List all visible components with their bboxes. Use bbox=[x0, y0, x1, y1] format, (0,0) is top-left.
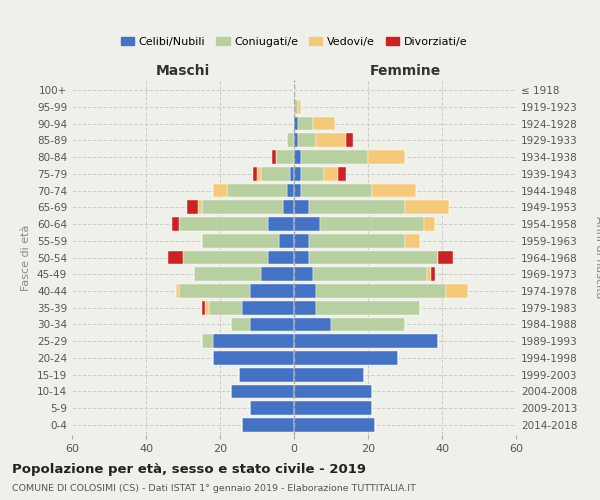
Bar bbox=[279, 234, 294, 247]
Bar bbox=[427, 268, 431, 281]
Bar bbox=[368, 150, 405, 164]
Bar bbox=[316, 134, 346, 147]
Bar bbox=[405, 200, 449, 214]
Bar bbox=[239, 368, 294, 382]
Bar bbox=[212, 351, 294, 365]
Bar bbox=[209, 301, 242, 314]
Bar bbox=[283, 200, 294, 214]
Bar bbox=[294, 234, 309, 247]
Bar bbox=[290, 167, 294, 180]
Bar bbox=[227, 184, 287, 198]
Bar bbox=[331, 318, 405, 332]
Bar bbox=[187, 200, 198, 214]
Bar bbox=[231, 384, 294, 398]
Bar bbox=[242, 301, 294, 314]
Bar bbox=[294, 334, 438, 348]
Bar bbox=[294, 184, 301, 198]
Bar bbox=[309, 234, 405, 247]
Bar bbox=[168, 250, 183, 264]
Bar bbox=[438, 250, 453, 264]
Bar bbox=[205, 301, 209, 314]
Bar bbox=[294, 418, 376, 432]
Bar bbox=[298, 116, 313, 130]
Bar bbox=[294, 318, 331, 332]
Bar bbox=[231, 318, 250, 332]
Bar bbox=[268, 217, 294, 231]
Bar bbox=[294, 384, 372, 398]
Text: Maschi: Maschi bbox=[156, 64, 210, 78]
Bar bbox=[287, 134, 294, 147]
Bar bbox=[242, 418, 294, 432]
Bar bbox=[316, 284, 446, 298]
Bar bbox=[257, 167, 260, 180]
Bar bbox=[309, 200, 405, 214]
Bar bbox=[202, 234, 279, 247]
Bar bbox=[294, 134, 298, 147]
Bar bbox=[313, 116, 335, 130]
Bar bbox=[309, 250, 438, 264]
Bar bbox=[212, 334, 294, 348]
Bar bbox=[250, 318, 294, 332]
Bar bbox=[212, 184, 227, 198]
Bar bbox=[202, 301, 205, 314]
Bar bbox=[294, 250, 309, 264]
Bar bbox=[294, 167, 301, 180]
Bar bbox=[198, 200, 202, 214]
Bar bbox=[183, 250, 268, 264]
Bar bbox=[294, 284, 316, 298]
Bar bbox=[316, 301, 420, 314]
Bar bbox=[294, 200, 309, 214]
Text: Popolazione per età, sesso e stato civile - 2019: Popolazione per età, sesso e stato civil… bbox=[12, 462, 366, 475]
Y-axis label: Fasce di età: Fasce di età bbox=[22, 224, 31, 290]
Bar bbox=[446, 284, 468, 298]
Bar bbox=[176, 284, 179, 298]
Bar bbox=[323, 167, 338, 180]
Bar bbox=[202, 200, 283, 214]
Y-axis label: Anni di nascita: Anni di nascita bbox=[594, 216, 600, 298]
Bar bbox=[194, 268, 260, 281]
Bar bbox=[294, 217, 320, 231]
Bar bbox=[301, 184, 372, 198]
Bar bbox=[301, 167, 323, 180]
Text: Femmine: Femmine bbox=[370, 64, 440, 78]
Bar bbox=[346, 134, 353, 147]
Bar bbox=[294, 268, 313, 281]
Bar bbox=[272, 150, 275, 164]
Bar bbox=[179, 217, 268, 231]
Bar bbox=[268, 250, 294, 264]
Bar bbox=[294, 150, 301, 164]
Bar bbox=[372, 184, 416, 198]
Bar bbox=[260, 167, 290, 180]
Bar bbox=[250, 284, 294, 298]
Bar bbox=[294, 301, 316, 314]
Bar bbox=[172, 217, 179, 231]
Bar bbox=[294, 100, 298, 114]
Legend: Celibi/Nubili, Coniugati/e, Vedovi/e, Divorziati/e: Celibi/Nubili, Coniugati/e, Vedovi/e, Di… bbox=[116, 32, 472, 51]
Bar bbox=[275, 150, 294, 164]
Bar bbox=[338, 167, 346, 180]
Bar bbox=[253, 167, 257, 180]
Bar bbox=[294, 368, 364, 382]
Bar bbox=[405, 234, 420, 247]
Bar bbox=[301, 150, 368, 164]
Bar bbox=[294, 116, 298, 130]
Bar bbox=[424, 217, 434, 231]
Bar bbox=[294, 402, 372, 415]
Bar bbox=[320, 217, 424, 231]
Bar bbox=[298, 134, 316, 147]
Bar bbox=[294, 351, 398, 365]
Bar bbox=[179, 284, 250, 298]
Bar bbox=[298, 100, 301, 114]
Bar bbox=[431, 268, 434, 281]
Bar bbox=[260, 268, 294, 281]
Bar bbox=[250, 402, 294, 415]
Text: COMUNE DI COLOSIMI (CS) - Dati ISTAT 1° gennaio 2019 - Elaborazione TUTTITALIA.I: COMUNE DI COLOSIMI (CS) - Dati ISTAT 1° … bbox=[12, 484, 416, 493]
Bar bbox=[202, 334, 212, 348]
Bar bbox=[287, 184, 294, 198]
Bar bbox=[313, 268, 427, 281]
